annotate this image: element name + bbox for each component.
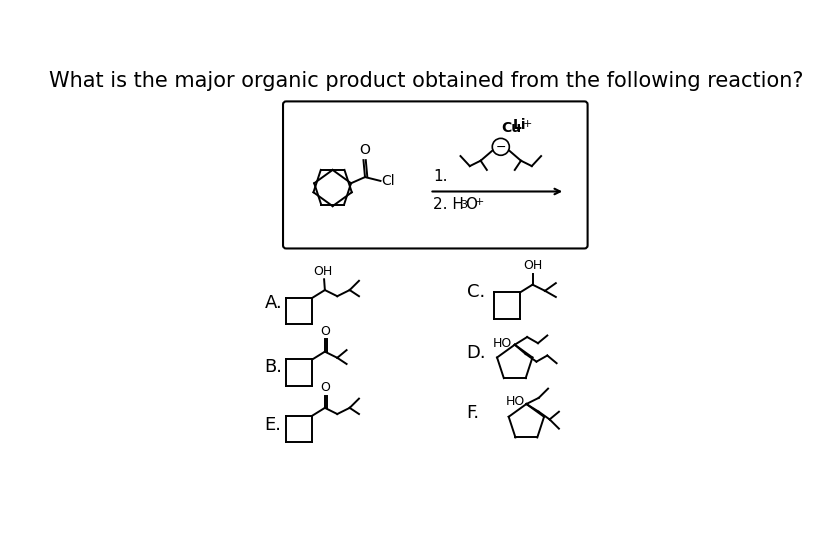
Text: −: − bbox=[496, 141, 506, 154]
Text: Li: Li bbox=[513, 118, 526, 132]
Text: O: O bbox=[465, 197, 477, 212]
Text: +: + bbox=[475, 197, 484, 207]
FancyBboxPatch shape bbox=[283, 101, 587, 249]
Text: HO: HO bbox=[493, 337, 513, 350]
Text: OH: OH bbox=[313, 265, 332, 278]
Text: HO: HO bbox=[506, 395, 525, 408]
Text: +: + bbox=[523, 119, 532, 129]
Text: OH: OH bbox=[523, 259, 542, 272]
Text: O: O bbox=[359, 143, 369, 157]
Text: C.: C. bbox=[467, 282, 485, 301]
Text: B.: B. bbox=[265, 358, 282, 376]
Text: Cu: Cu bbox=[501, 121, 521, 135]
Text: O: O bbox=[320, 381, 330, 394]
Text: A.: A. bbox=[265, 294, 282, 312]
Text: D.: D. bbox=[467, 344, 487, 362]
Text: 3: 3 bbox=[460, 200, 467, 210]
Text: What is the major organic product obtained from the following reaction?: What is the major organic product obtain… bbox=[49, 71, 804, 91]
Text: O: O bbox=[320, 325, 330, 338]
Text: E.: E. bbox=[265, 416, 281, 434]
Text: 2. H: 2. H bbox=[433, 197, 464, 212]
Text: F.: F. bbox=[467, 404, 480, 422]
Text: Cl: Cl bbox=[381, 174, 395, 188]
Text: 1.: 1. bbox=[433, 169, 448, 184]
